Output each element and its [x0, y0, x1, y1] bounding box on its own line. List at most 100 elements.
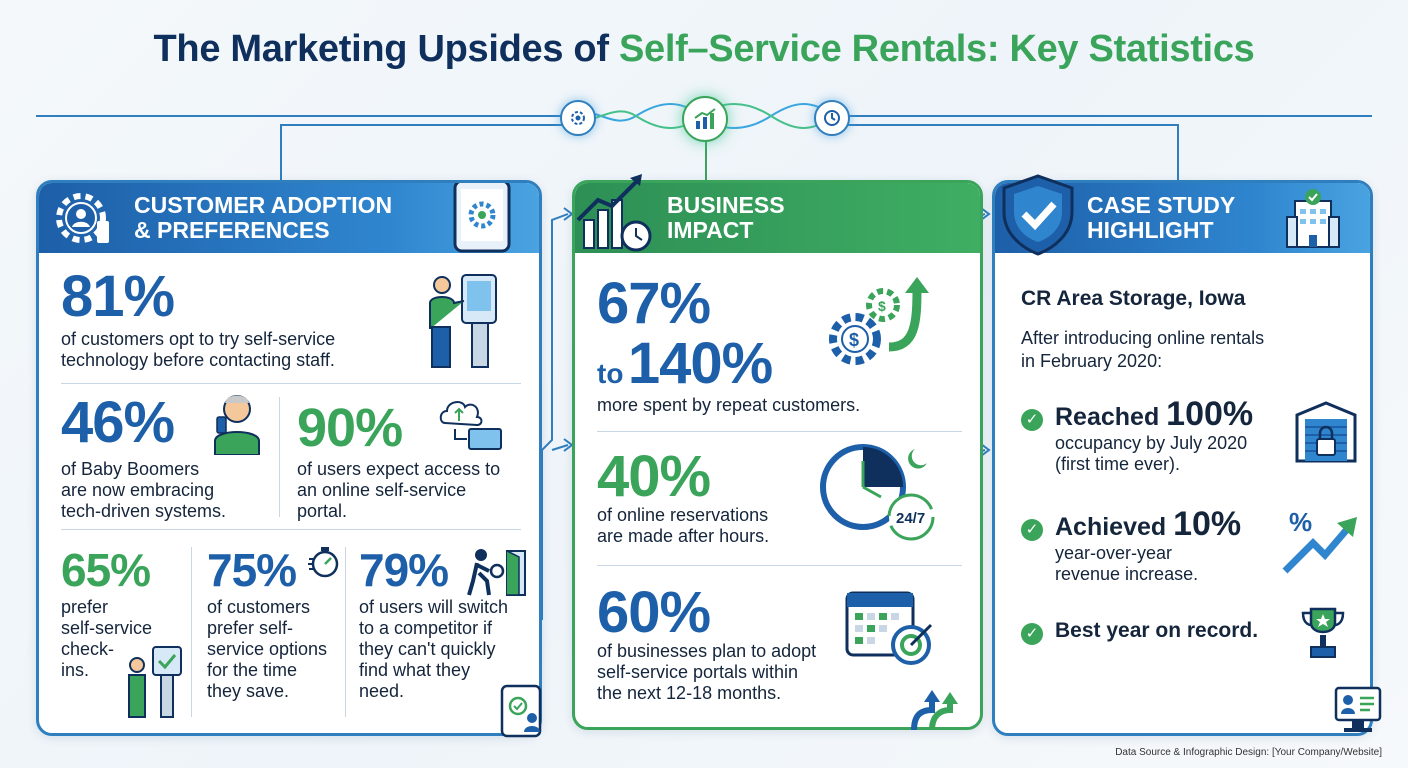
panel-header-business-impact: BUSINESS IMPACT — [575, 183, 980, 253]
stat-65-desc-line-3: check- — [61, 639, 115, 659]
stat-140-value: 140% — [627, 331, 773, 396]
stat-65-desc-line-4: ins. — [61, 660, 90, 680]
case-study-company: CR Area Storage, Iowa — [1021, 287, 1246, 310]
stat-46-desc-line-3: tech-driven systems. — [61, 501, 227, 521]
case-study-intro-line-2: in February 2020: — [1021, 351, 1163, 371]
case-item-3-lead: Best year on record. — [1055, 619, 1259, 642]
badge-24-7: 24/7 — [896, 510, 925, 527]
branch-drop-mid — [705, 136, 707, 180]
check-icon: ✓ — [1021, 623, 1043, 645]
bar-chart-clock-icon — [576, 174, 652, 252]
branch-line-left — [280, 124, 570, 126]
title-part-2: Self–Service Rentals: Key Statistics — [618, 28, 1255, 70]
case-study-intro-line-1: After introducing online rentals — [1021, 328, 1265, 348]
storage-unit-lock-icon — [1295, 401, 1357, 463]
stat-40-desc-line-1: of online reservations — [597, 505, 769, 525]
panel-business-impact: BUSINESS IMPACT 67% to 140% more spent b… — [572, 180, 983, 730]
stat-67-connector: to — [597, 358, 624, 389]
stat-79-desc-line-1: of users will switch — [359, 597, 509, 617]
stat-79-desc-line-3: they can't quickly — [359, 639, 496, 659]
divider-mid-1 — [597, 431, 962, 432]
panel-heading-line-1: CASE STUDY — [1087, 192, 1236, 218]
divider-2 — [61, 529, 521, 530]
office-building-icon — [1286, 189, 1340, 248]
panel-header-customer-adoption: CUSTOMER ADOPTION & PREFERENCES — [39, 183, 539, 253]
calendar-target-icon — [845, 591, 933, 665]
divider-1 — [61, 383, 521, 384]
trophy-icon — [1301, 607, 1345, 658]
stat-46-value: 46% — [61, 390, 175, 455]
stat-79-value: 79% — [359, 544, 449, 596]
stat-60-desc-line-2: self-service portals within — [597, 662, 799, 682]
gear-user-icon — [56, 193, 109, 243]
shield-check-icon — [1002, 174, 1074, 256]
stat-65-value: 65% — [61, 544, 151, 596]
stat-60-value: 60% — [597, 580, 711, 645]
stat-60-desc-line-1: of businesses plan to adopt — [597, 641, 817, 661]
stat-60-desc-line-3: the next 12-18 months. — [597, 683, 782, 703]
stat-75-desc-line-5: they save. — [207, 681, 290, 701]
tablet-gear-icon — [453, 183, 511, 253]
stat-75-desc-line-1: of customers — [207, 597, 311, 617]
divider-v-3 — [345, 547, 346, 717]
branch-drop-left — [280, 124, 282, 180]
case-item-2-line-1: year-over-year — [1055, 543, 1173, 563]
branch-line-right — [836, 124, 1179, 126]
chart-growth-icon — [682, 96, 728, 142]
stat-67-value: 67% — [597, 271, 711, 336]
checkin-kiosk-icon — [128, 646, 182, 718]
svg-text:$: $ — [878, 298, 886, 314]
stat-75-desc-line-4: for the time — [207, 660, 298, 680]
title-part-1: The Marketing Upsides of — [153, 28, 619, 70]
growth-arrows-icon — [911, 690, 958, 731]
stat-65-desc-line-2: self-service — [61, 618, 153, 638]
stat-81-value: 81% — [61, 264, 175, 329]
stat-40-desc-line-2: are made after hours. — [597, 526, 770, 546]
case-item-1-line-1: occupancy by July 2020 — [1055, 433, 1248, 453]
connector-line-left — [36, 115, 566, 117]
stat-67-desc: more spent by repeat customers. — [597, 395, 861, 415]
stat-65-desc-line-1: prefer — [61, 597, 109, 617]
case-item-1-line-2: (first time ever). — [1055, 454, 1181, 474]
svg-text:$: $ — [849, 330, 859, 350]
divider-v-1 — [279, 397, 280, 517]
divider-mid-2 — [597, 565, 962, 566]
panel-heading-line-2: IMPACT — [667, 217, 754, 243]
stat-75-desc-line-3: service options — [207, 639, 328, 659]
case-item-1-value: 100% — [1166, 395, 1254, 433]
page-title: The Marketing Upsides of Self–Service Re… — [0, 28, 1408, 71]
clock-24-7-icon: 24/7 — [820, 444, 935, 541]
panel-case-study: CASE STUDY HIGHLIGHT CR Area Storage, Io… — [992, 180, 1373, 736]
panel-heading-line-1: BUSINESS — [667, 192, 785, 218]
stat-46-desc-line-1: of Baby Boomers — [61, 459, 200, 479]
panel-customer-adoption: CUSTOMER ADOPTION & PREFERENCES 81% of c… — [36, 180, 542, 736]
case-item-1-lead: Reached — [1055, 403, 1167, 431]
stat-75-value: 75% — [207, 544, 297, 596]
case-item-2-lead: Achieved — [1055, 513, 1174, 541]
user-exit-door-icon — [467, 549, 526, 596]
stat-90-desc-line-2: an online self-service — [297, 480, 467, 500]
kiosk-user-icon — [429, 274, 497, 368]
panel-heading-line-2: HIGHLIGHT — [1087, 217, 1214, 243]
check-icon: ✓ — [1021, 409, 1043, 431]
cloud-computer-icon — [439, 401, 502, 450]
check-icon: ✓ — [1021, 519, 1043, 541]
divider-v-2 — [191, 547, 192, 717]
stat-90-desc-line-1: of users expect access to — [297, 459, 501, 479]
stat-79-desc-line-2: to a competitor if — [359, 618, 493, 638]
monitor-user-icon — [1334, 686, 1382, 732]
gears-dollar-growth-icon: $ $ — [829, 277, 929, 365]
senior-phone-icon — [214, 395, 260, 455]
stat-79-desc-line-4: find what they — [359, 660, 471, 680]
stat-81-desc-line-1: of customers opt to try self-service — [61, 329, 336, 349]
case-item-2-value: 10% — [1173, 505, 1242, 543]
stat-81-desc-line-2: technology before contacting staff. — [61, 350, 335, 370]
stat-90-desc-line-3: portal. — [297, 501, 348, 521]
stat-40-value: 40% — [597, 444, 711, 509]
panel-heading-line-1: CUSTOMER ADOPTION — [134, 192, 393, 218]
panel-heading-line-2: & PREFERENCES — [134, 217, 330, 243]
footer-credit: Data Source & Infographic Design: [Your … — [1115, 747, 1382, 758]
stat-46-desc-line-2: are now embracing — [61, 480, 215, 500]
percent-growth-arrow-icon: % — [1282, 507, 1357, 574]
percent-glyph: % — [1289, 507, 1312, 537]
